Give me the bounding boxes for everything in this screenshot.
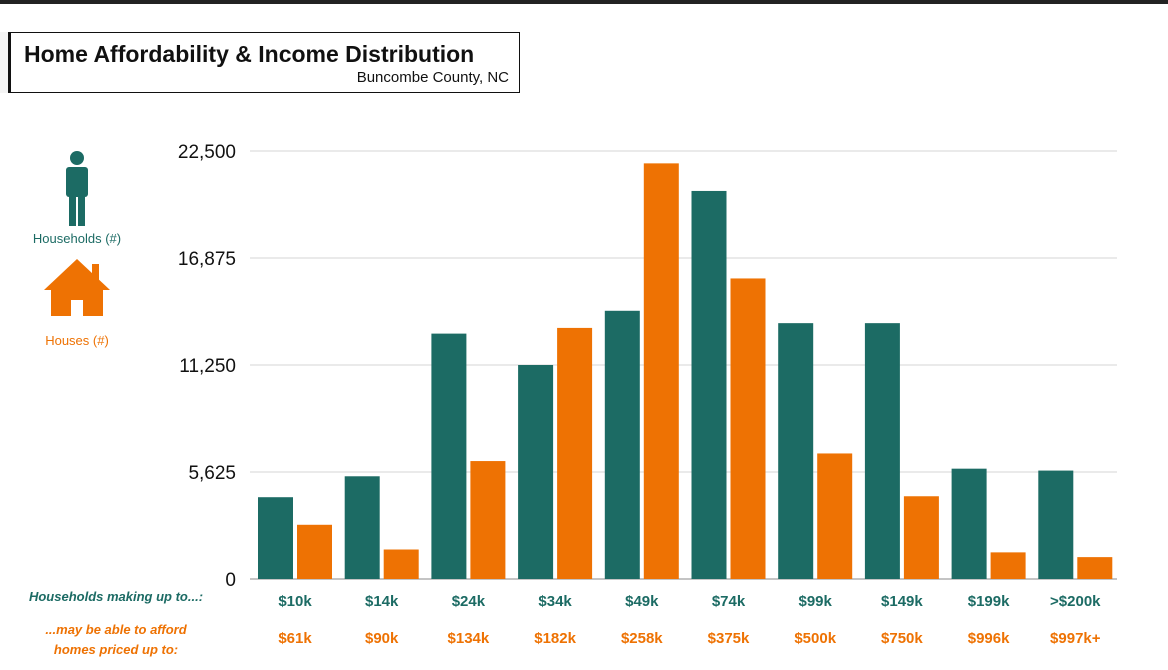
x-tick-price: $500k [794, 630, 836, 647]
bar-houses [903, 496, 939, 579]
x-tick-income: $49k [625, 593, 659, 610]
income-row-label: Households making up to...: [28, 589, 204, 604]
x-tick-income: $24k [452, 593, 486, 610]
bar-households [344, 476, 380, 579]
x-tick-income: $74k [712, 593, 746, 610]
x-tick-income: $10k [278, 593, 312, 610]
y-tick-label: 11,250 [179, 356, 236, 377]
x-tick-price: $996k [968, 630, 1010, 647]
legend-households: Households (#) [32, 231, 122, 246]
top-bar [0, 0, 1168, 4]
price-row-label-1: ...may be able to afford [45, 622, 187, 637]
x-tick-income: >$200k [1050, 593, 1101, 610]
bar-households [431, 333, 467, 579]
bar-houses [470, 461, 506, 579]
price-row-label-2: homes priced up to: [53, 642, 179, 657]
bar-houses [817, 453, 853, 579]
bar-houses [730, 278, 766, 579]
person-icon [66, 151, 88, 226]
x-tick-income: $149k [881, 593, 923, 610]
bar-households [1038, 470, 1074, 579]
x-tick-income: $199k [968, 593, 1010, 610]
x-tick-price: $750k [881, 630, 923, 647]
bar-households [518, 365, 554, 579]
house-icon [44, 259, 110, 316]
x-tick-income: $99k [799, 593, 833, 610]
bar-households [778, 323, 814, 579]
bar-households [691, 190, 727, 580]
x-tick-price: $258k [621, 630, 663, 647]
bar-households [258, 497, 293, 579]
x-tick-price: $61k [278, 630, 312, 647]
bar-houses [1077, 557, 1113, 579]
bar-houses [383, 549, 419, 579]
bar-houses [643, 163, 679, 579]
bar-households [604, 310, 640, 579]
x-tick-price: $90k [365, 630, 399, 647]
legend-houses: Houses (#) [45, 333, 109, 348]
y-tick-label: 22,500 [178, 142, 236, 163]
y-tick-label: 5,625 [188, 463, 236, 484]
bar-houses [990, 552, 1026, 579]
title-box: Home Affordability & Income Distribution… [10, 32, 520, 93]
bar-households [864, 323, 900, 579]
y-tick-label: 16,875 [178, 249, 236, 270]
x-tick-price: $134k [448, 630, 490, 647]
y-tick-label: 0 [225, 570, 236, 591]
x-tick-income: $14k [365, 593, 399, 610]
x-tick-price: $997k+ [1050, 630, 1101, 647]
chart-title: Home Affordability & Income Distribution [24, 41, 475, 67]
x-tick-price: $182k [534, 630, 576, 647]
left-edge [0, 32, 10, 93]
bar-houses [557, 327, 593, 579]
x-tick-price: $375k [708, 630, 750, 647]
bar-households [951, 468, 987, 579]
chart-subtitle: Buncombe County, NC [356, 69, 509, 86]
x-tick-income: $34k [538, 593, 572, 610]
bar-houses [297, 524, 332, 579]
